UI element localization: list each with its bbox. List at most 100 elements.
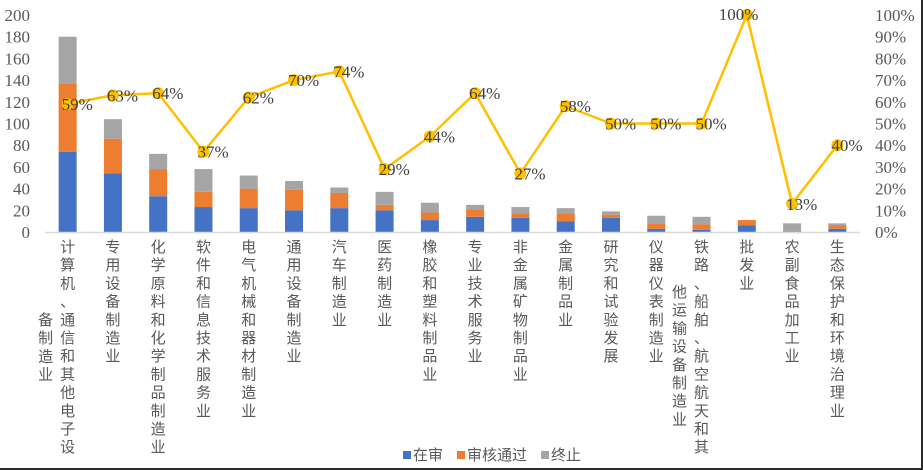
bar-segment-approved <box>556 213 575 222</box>
category-label-char: 技 <box>468 274 483 292</box>
category-label-char: 通 <box>287 238 302 256</box>
category-label-char: 保 <box>830 274 845 292</box>
category-label-char: 和 <box>694 420 709 438</box>
left-axis-tick: 200 <box>5 6 31 25</box>
category-label-char: 环 <box>830 329 845 347</box>
bar-segment-approved <box>194 191 213 208</box>
category-label-char: 业 <box>739 274 754 292</box>
bar-segment-pending <box>420 220 439 232</box>
rate-data-label: 62% <box>243 88 274 107</box>
left-axis-tick: 140 <box>5 71 31 90</box>
bar-segment-terminated <box>601 211 620 215</box>
bar-segment-terminated <box>194 169 213 192</box>
left-axis-tick: 80 <box>13 136 30 155</box>
bar-segment-approved <box>601 214 620 218</box>
rate-line: 59% 63% 64% 37% 62% 70% 74% 29% 44% 64% 27% 58% 50% 5… <box>61 5 863 214</box>
category-label-char: 物 <box>513 311 528 329</box>
category-label-char: 和 <box>196 274 211 292</box>
stacked-bars <box>58 36 847 232</box>
rate-marker <box>514 167 527 180</box>
category-label-char: 设 <box>287 274 302 292</box>
category-label-char: 非 <box>513 238 528 256</box>
rate-marker <box>197 145 210 158</box>
rate-data-label: 40% <box>831 136 862 155</box>
bar-segment-approved <box>375 204 394 211</box>
category-label-char: 业 <box>422 365 437 383</box>
legend-item-pending: 在审 <box>403 444 443 465</box>
left-axis-tick: 20 <box>13 201 30 220</box>
category-label-char: 务 <box>196 384 211 402</box>
category-label-char: 用 <box>105 256 120 274</box>
category-label-char: 业 <box>785 347 800 365</box>
bar-segment-approved <box>149 169 168 197</box>
category-label-char: 制 <box>672 374 687 392</box>
rate-marker <box>831 139 844 152</box>
left-axis-tick: 100 <box>5 115 31 134</box>
category-label-char: 设 <box>672 338 687 356</box>
category-label-char: 制 <box>151 365 166 383</box>
category-label-char: 品 <box>558 293 573 311</box>
category-label-char: 术 <box>468 293 483 311</box>
bar-segment-terminated <box>511 207 530 214</box>
category-label-char: 舶 <box>694 311 709 329</box>
category-label-char: 备 <box>105 293 120 311</box>
category-label-char: 副 <box>785 256 800 274</box>
category-label-char: 造 <box>151 420 166 438</box>
rate-data-label: 59% <box>62 95 93 114</box>
category-labels: 计算机、通信和其他电子设备制造业专用设备制造业化学原料和化学制品制造业软件和信息… <box>38 238 845 456</box>
right-axis-tick: 20% <box>875 180 906 199</box>
category-label-char: 造 <box>105 329 120 347</box>
category-label-char: 机 <box>60 274 75 292</box>
right-axis-tick: 50% <box>875 115 906 134</box>
bar-segment-terminated <box>375 191 394 205</box>
category-label-char: 仪 <box>649 238 664 256</box>
category-label-char: 天 <box>694 402 709 420</box>
category-label-char: 造 <box>287 329 302 347</box>
category-label-char: 制 <box>151 402 166 420</box>
category-label-char: 专 <box>468 238 483 256</box>
category-label-char: 、 <box>60 293 75 311</box>
category-label-char: 业 <box>649 347 664 365</box>
right-axis-tick: 0% <box>875 223 898 242</box>
category-label-char: 加 <box>785 311 800 329</box>
category-label-char: 橡 <box>422 238 437 256</box>
category-label-char: 通 <box>60 311 75 329</box>
left-axis-tick: 0 <box>22 223 31 242</box>
bar-segment-approved <box>103 138 122 174</box>
rate-data-label: 44% <box>424 128 455 147</box>
rate-data-label: 37% <box>197 143 228 162</box>
category-label-char: 业 <box>468 256 483 274</box>
category-label-char: 胶 <box>422 256 437 274</box>
category-label-char: 用 <box>287 256 302 274</box>
category-label-char: 制 <box>558 274 573 292</box>
category-label-char: 和 <box>60 347 75 365</box>
category-label-char: 造 <box>649 329 664 347</box>
category-label-char: 料 <box>422 311 437 329</box>
category-label-char: 品 <box>513 347 528 365</box>
category-label-char: 学 <box>151 256 166 274</box>
category-label-char: 信 <box>196 293 211 311</box>
bar-segment-terminated <box>285 181 304 190</box>
legend: 在审 审核通过 终止 <box>403 444 581 465</box>
category-label-char: 护 <box>830 293 845 311</box>
bar-segment-pending <box>828 228 847 232</box>
category-label-char: 试 <box>603 293 618 311</box>
category-label-char: 业 <box>287 347 302 365</box>
bar-segment-pending <box>737 225 756 232</box>
category-label-char: 展 <box>603 347 618 365</box>
rate-data-label: 64% <box>152 84 183 103</box>
rate-marker <box>378 163 391 176</box>
right-axis-tick: 80% <box>875 49 906 68</box>
left-axis-tick: 160 <box>5 49 31 68</box>
category-label-char: 船 <box>694 293 709 311</box>
category-label-char: 空 <box>694 365 709 383</box>
bar-segment-terminated <box>58 36 77 84</box>
category-label-char: 研 <box>603 238 618 256</box>
rate-polyline <box>67 13 839 206</box>
category-label-char: 属 <box>513 274 528 292</box>
bar-segment-terminated <box>420 202 439 213</box>
rate-data-label: 70% <box>288 71 319 90</box>
legend-swatch-terminated <box>541 450 550 459</box>
rate-data-label: 50% <box>696 115 727 134</box>
